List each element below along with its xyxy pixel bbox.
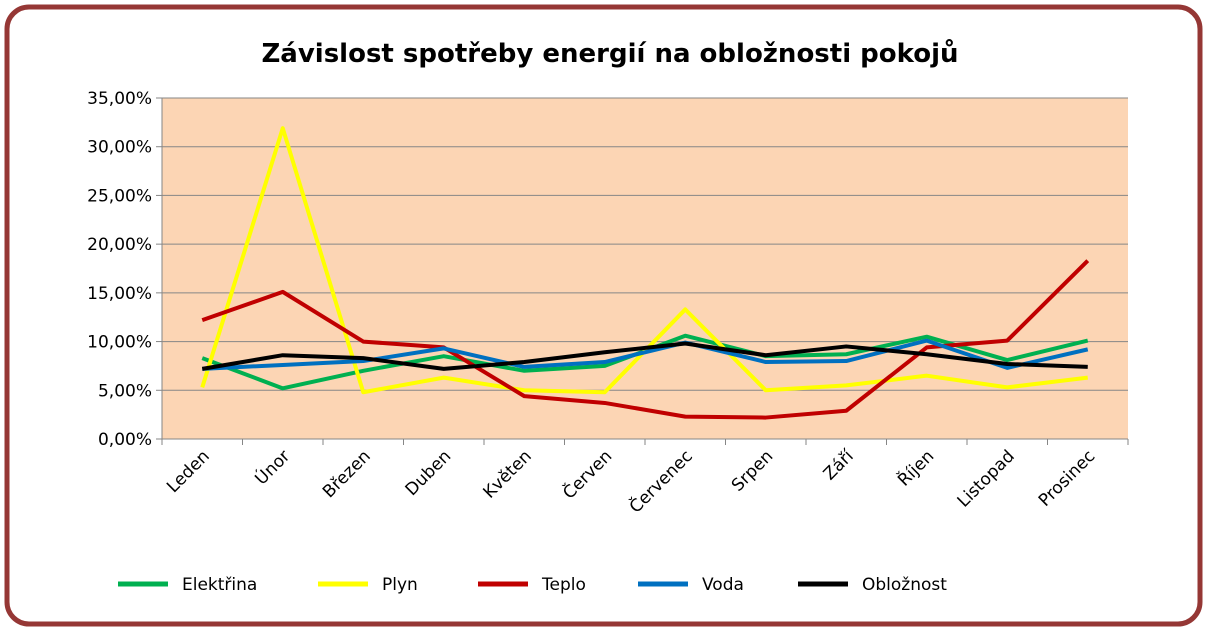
- legend-label: Teplo: [541, 575, 586, 595]
- y-tick-label: 0,00%: [98, 430, 152, 450]
- legend-label: Obložnost: [862, 575, 947, 595]
- y-tick-label: 10,00%: [87, 333, 152, 353]
- chart-title: Závislost spotřeby energií na obložnosti…: [261, 38, 958, 69]
- legend-label: Plyn: [382, 575, 418, 595]
- series-line: [201, 341, 1088, 371]
- legend-label: Voda: [702, 575, 744, 595]
- y-tick-label: 15,00%: [87, 284, 152, 304]
- y-tick-label: 20,00%: [87, 235, 152, 255]
- y-tick-label: 30,00%: [87, 138, 152, 158]
- y-tick-label: 5,00%: [98, 381, 152, 401]
- legend-label: Elektřina: [182, 575, 257, 595]
- plot-area: [162, 98, 1128, 439]
- y-tick-label: 25,00%: [87, 186, 152, 206]
- series-line: [202, 338, 1089, 371]
- y-tick-label: 35,00%: [87, 89, 152, 109]
